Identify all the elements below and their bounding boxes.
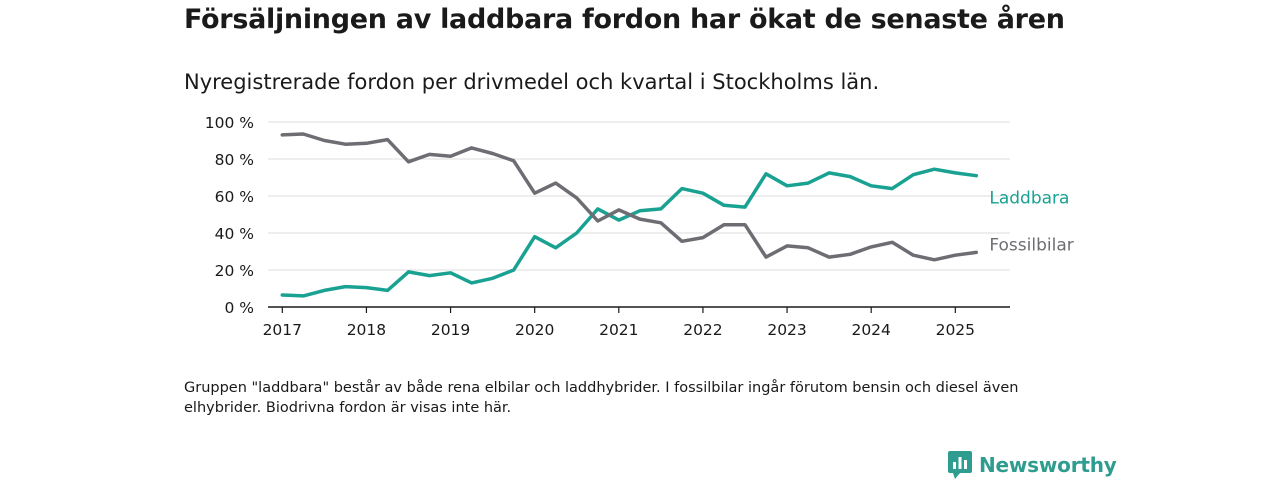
- series-lines: [280, 132, 979, 298]
- y-tick-label: 80 %: [215, 151, 254, 169]
- footnote: Gruppen "laddbara" består av både rena e…: [184, 380, 1019, 416]
- series-line-fossilbilar: [280, 132, 979, 262]
- y-tick-label: 100 %: [205, 114, 254, 132]
- x-tick-label: 2021: [599, 321, 638, 339]
- y-tick-label: 60 %: [215, 188, 254, 206]
- chart-title: Försäljningen av laddbara fordon har öka…: [184, 4, 1065, 35]
- brand-name: Newsworthy: [979, 453, 1117, 477]
- x-tick-label: 2023: [767, 321, 806, 339]
- x-tick-label: 2020: [515, 321, 554, 339]
- x-tick-label: 2019: [431, 321, 470, 339]
- x-tick-label: 2017: [263, 321, 302, 339]
- y-tick-label: 20 %: [215, 262, 254, 280]
- chart-subtitle: Nyregistrerade fordon per drivmedel och …: [184, 70, 880, 94]
- x-tick-label: 2022: [683, 321, 722, 339]
- gridlines: [268, 121, 1010, 271]
- series-label-laddbara: Laddbara: [989, 189, 1069, 209]
- series-label-fossilbilar: Fossilbilar: [989, 235, 1073, 255]
- y-tick-label: 40 %: [215, 225, 254, 243]
- brand-logo[interactable]: Newsworthy: [948, 451, 1117, 479]
- y-axis-tick-labels: 0 % 20 % 40 % 60 % 80 % 100 %: [205, 114, 254, 317]
- x-tick-label: 2024: [851, 321, 890, 339]
- x-axis: 2017 2018 2019 2020 2021 2022 2023 2024 2025: [263, 306, 1010, 339]
- x-tick-label: 2018: [347, 321, 386, 339]
- x-tick-label: 2025: [936, 321, 975, 339]
- y-tick-label: 0 %: [224, 299, 254, 317]
- series-labels: Laddbara Fossilbilar: [989, 189, 1073, 256]
- newsworthy-logo-icon: [948, 451, 972, 479]
